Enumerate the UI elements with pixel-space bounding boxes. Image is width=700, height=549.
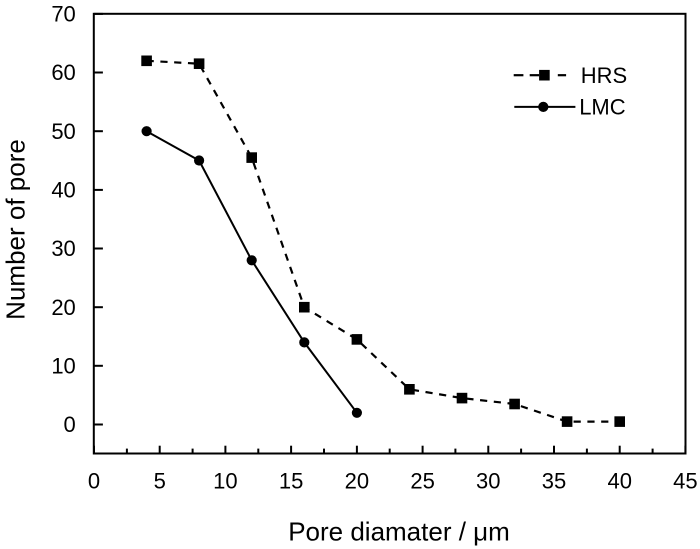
svg-text:20: 20 xyxy=(345,469,369,494)
svg-text:10: 10 xyxy=(213,469,237,494)
svg-text:35: 35 xyxy=(542,469,566,494)
svg-text:0: 0 xyxy=(88,469,100,494)
svg-text:Pore diamater / μm: Pore diamater / μm xyxy=(288,517,510,547)
svg-text:60: 60 xyxy=(51,60,75,85)
svg-text:15: 15 xyxy=(279,469,303,494)
svg-text:30: 30 xyxy=(51,236,75,261)
svg-text:45: 45 xyxy=(673,469,697,494)
svg-text:HRS: HRS xyxy=(581,63,627,88)
svg-text:0: 0 xyxy=(64,412,76,437)
svg-text:20: 20 xyxy=(51,295,75,320)
svg-text:40: 40 xyxy=(51,178,75,203)
svg-text:10: 10 xyxy=(51,353,75,378)
svg-text:5: 5 xyxy=(154,469,166,494)
svg-text:50: 50 xyxy=(51,119,75,144)
svg-text:30: 30 xyxy=(476,469,500,494)
svg-text:70: 70 xyxy=(51,2,75,27)
svg-text:25: 25 xyxy=(410,469,434,494)
svg-text:LMC: LMC xyxy=(579,95,626,120)
svg-text:Number of pore: Number of pore xyxy=(1,139,31,320)
svg-text:40: 40 xyxy=(607,469,631,494)
